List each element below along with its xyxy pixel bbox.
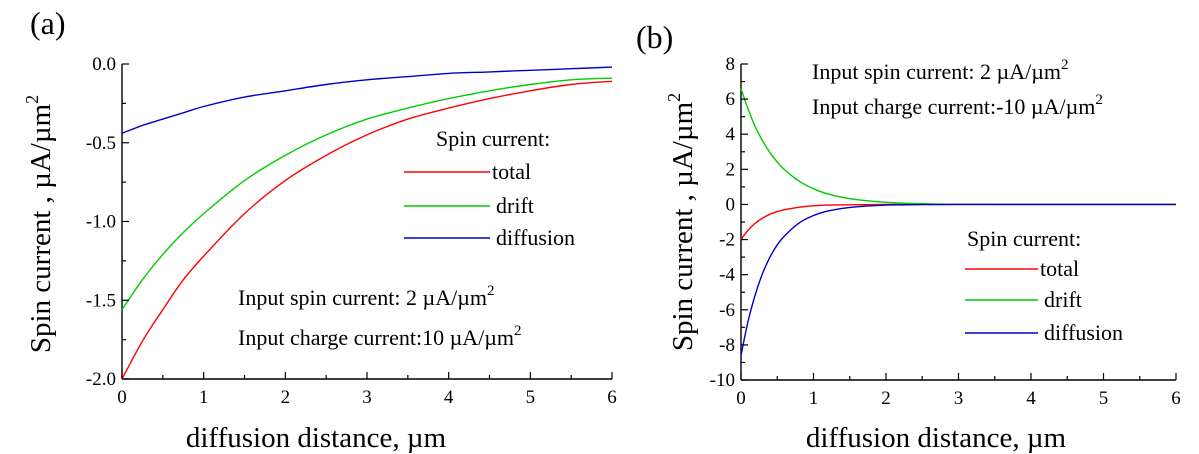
series-drift-line bbox=[121, 77, 613, 311]
y-tick-label: -1.5 bbox=[86, 290, 116, 311]
x-tick-label: 2 bbox=[281, 387, 291, 408]
y-tick-label: -4 bbox=[719, 265, 735, 286]
y-tick-label: -1.0 bbox=[86, 212, 116, 233]
y-tick-label: -2 bbox=[719, 230, 735, 251]
y-tick-label: -6 bbox=[719, 300, 735, 321]
x-tick-label: 5 bbox=[1099, 388, 1109, 409]
x-tick-label: 4 bbox=[1026, 388, 1036, 409]
y-tick-label: 4 bbox=[726, 124, 736, 145]
panel-b-ylabel-text: Spin current , µA/µm bbox=[667, 101, 699, 351]
y-tick-label: 0.0 bbox=[92, 54, 116, 75]
y-tick-label: -10 bbox=[710, 370, 735, 391]
x-tick-label: 6 bbox=[1171, 388, 1181, 409]
legend-label-drift: drift bbox=[1044, 287, 1082, 312]
panel-a-label: (a) bbox=[30, 5, 66, 41]
series-diffusion-line bbox=[740, 203, 1176, 356]
annotation: Input charge current:10 µA/µm2 bbox=[238, 323, 522, 350]
x-tick-label: 1 bbox=[809, 388, 819, 409]
panel-b-legend: Spin current: total drift diffusion bbox=[965, 226, 1123, 345]
legend-label-diffusion: diffusion bbox=[1044, 320, 1123, 345]
panel-a-ylabel-text: Spin current , µA/µm bbox=[25, 103, 57, 353]
x-tick-label: 5 bbox=[526, 387, 536, 408]
panel-b-ticks: 0 1 2 3 4 5 6 -10 -8 -6 -4 -2 0 2 4 6 8 bbox=[710, 54, 1181, 409]
y-tick-label: -8 bbox=[719, 335, 735, 356]
x-tick-label: 0 bbox=[117, 387, 127, 408]
y-tick-label: 6 bbox=[726, 89, 736, 110]
legend-label-diffusion: diffusion bbox=[496, 225, 575, 250]
annotation-text: Input charge current:10 µA/µm bbox=[238, 325, 514, 350]
annotation: Input spin current: 2 µA/µm2 bbox=[812, 57, 1068, 84]
legend-title: Spin current: bbox=[436, 126, 550, 151]
panel-a-ylabel: Spin current , µA/µm2 bbox=[22, 95, 57, 353]
panel-a-legend: Spin current: total drift diffusion bbox=[404, 126, 575, 250]
panel-b: (b) 0 1 2 3 4 5 6 -10 -8 -6 -4 -2 0 2 4 6 8 Spin current… bbox=[636, 19, 1181, 454]
annotation-sup: 2 bbox=[514, 323, 522, 339]
panel-a-xlabel: diffusion distance, µm bbox=[186, 422, 447, 454]
y-tick-label: -2.0 bbox=[86, 369, 116, 390]
y-tick-label: 0 bbox=[726, 194, 736, 215]
series-total-line bbox=[121, 80, 613, 380]
annotation-sup: 2 bbox=[487, 283, 495, 299]
x-tick-label: 0 bbox=[736, 388, 746, 409]
annotation-sup: 2 bbox=[1095, 92, 1103, 108]
annotation: Input charge current:-10 µA/µm2 bbox=[812, 92, 1103, 119]
panel-a-series bbox=[121, 66, 613, 380]
panel-a: (a) 0 1 2 3 4 5 6 -2.0 -1.5 -1.0 -0.5 0.0 Spin curr… bbox=[22, 5, 617, 454]
panel-b-ylabel-sup: 2 bbox=[664, 93, 684, 102]
legend-label-drift: drift bbox=[496, 193, 534, 218]
panel-a-ylabel-sup: 2 bbox=[22, 95, 42, 104]
annotation-text: Input charge current:-10 µA/µm bbox=[812, 94, 1095, 119]
y-tick-label: -0.5 bbox=[86, 133, 116, 154]
panel-b-label: (b) bbox=[636, 19, 673, 55]
x-tick-label: 2 bbox=[881, 388, 891, 409]
x-tick-label: 1 bbox=[199, 387, 209, 408]
panel-b-series bbox=[740, 88, 1176, 356]
panel-b-xlabel: diffusion distance, µm bbox=[806, 422, 1067, 454]
x-tick-label: 4 bbox=[444, 387, 454, 408]
annotation-sup: 2 bbox=[1061, 57, 1069, 73]
y-tick-label: 2 bbox=[726, 159, 736, 180]
series-total-line bbox=[740, 203, 1176, 241]
legend-label-total: total bbox=[492, 159, 531, 184]
legend-title: Spin current: bbox=[967, 226, 1081, 251]
annotation: Input spin current: 2 µA/µm2 bbox=[238, 283, 494, 310]
legend-label-total: total bbox=[1040, 256, 1079, 281]
annotation-text: Input spin current: 2 µA/µm bbox=[812, 59, 1061, 84]
x-tick-label: 3 bbox=[954, 388, 964, 409]
x-tick-label: 3 bbox=[362, 387, 372, 408]
panel-a-ticks: 0 1 2 3 4 5 6 -2.0 -1.5 -1.0 -0.5 0.0 bbox=[86, 54, 617, 408]
panel-b-ylabel: Spin current , µA/µm2 bbox=[664, 93, 699, 351]
series-diffusion-line bbox=[121, 66, 613, 134]
x-tick-label: 6 bbox=[607, 387, 617, 408]
annotation-text: Input spin current: 2 µA/µm bbox=[238, 285, 487, 310]
y-tick-label: 8 bbox=[726, 54, 736, 75]
